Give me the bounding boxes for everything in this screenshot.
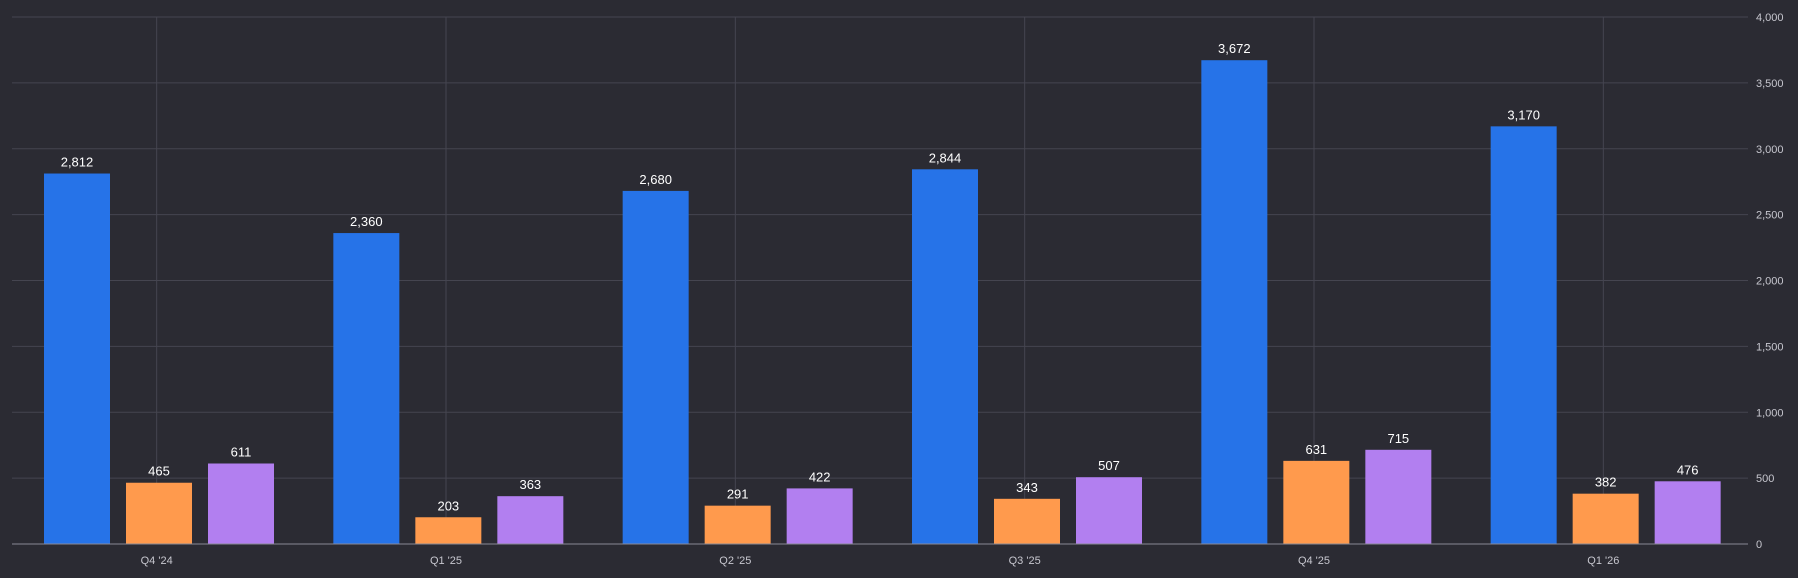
- y-tick-label: 500: [1756, 473, 1774, 485]
- data-label: 382: [1595, 475, 1617, 490]
- bar: [1654, 481, 1721, 544]
- bar: [1490, 126, 1557, 544]
- y-tick-label: 0: [1756, 539, 1762, 551]
- bar: [994, 498, 1060, 544]
- y-tick-label: 1,000: [1756, 407, 1784, 419]
- data-labels: 2,812 465 611 2,360 203 363 2,680 291 422 2,844 34…: [61, 41, 1699, 513]
- data-label: 363: [519, 477, 541, 492]
- x-tick-label: Q1 '26: [1587, 555, 1619, 567]
- x-tick-label: Q1 '25: [430, 555, 462, 567]
- bar: [912, 169, 978, 545]
- data-label: 422: [809, 469, 831, 484]
- data-label: 2,680: [639, 172, 672, 187]
- x-tick-label: Q2 '25: [719, 555, 751, 567]
- y-tick-label: 2,000: [1756, 276, 1784, 288]
- y-tick-label: 3,500: [1756, 78, 1784, 90]
- bar: [1365, 449, 1432, 544]
- x-tick-label: Q4 '24: [141, 555, 173, 567]
- data-label: 3,672: [1218, 41, 1251, 56]
- bar: [497, 496, 564, 544]
- bar: [333, 233, 400, 544]
- bar: [126, 482, 192, 544]
- data-label: 343: [1016, 480, 1038, 495]
- data-label: 291: [727, 487, 749, 502]
- bar: [1572, 493, 1639, 544]
- data-label: 507: [1098, 458, 1120, 473]
- data-label: 465: [148, 464, 170, 479]
- y-tick-label: 1,500: [1756, 341, 1784, 353]
- bar: [208, 463, 274, 544]
- data-label: 2,360: [350, 214, 383, 229]
- data-label: 2,812: [61, 155, 94, 170]
- data-label: 3,170: [1507, 107, 1540, 122]
- data-label: 631: [1305, 442, 1327, 457]
- y-tick-label: 4,000: [1756, 12, 1784, 24]
- bars: [44, 60, 1721, 545]
- grid: [12, 16, 1748, 544]
- data-label: 715: [1387, 431, 1409, 446]
- data-label: 476: [1677, 462, 1699, 477]
- x-tick-label: Q3 '25: [1009, 555, 1041, 567]
- bar: [786, 488, 853, 544]
- bar: [1201, 60, 1268, 545]
- data-label: 2,844: [929, 150, 962, 165]
- data-label: 203: [437, 498, 459, 513]
- bar: [1283, 460, 1350, 544]
- bar: [622, 190, 689, 544]
- axes: 0 500 1,000 1,500 2,000 2,500 3,000 3,500 4,000 Q…: [12, 12, 1784, 567]
- y-tick-label: 2,500: [1756, 210, 1784, 222]
- bar: [44, 173, 110, 545]
- x-tick-label: Q4 '25: [1298, 555, 1330, 567]
- bar: [1076, 477, 1142, 544]
- bar: [415, 517, 482, 544]
- y-tick-label: 3,000: [1756, 144, 1784, 156]
- bar: [704, 505, 771, 544]
- data-label: 611: [231, 445, 252, 460]
